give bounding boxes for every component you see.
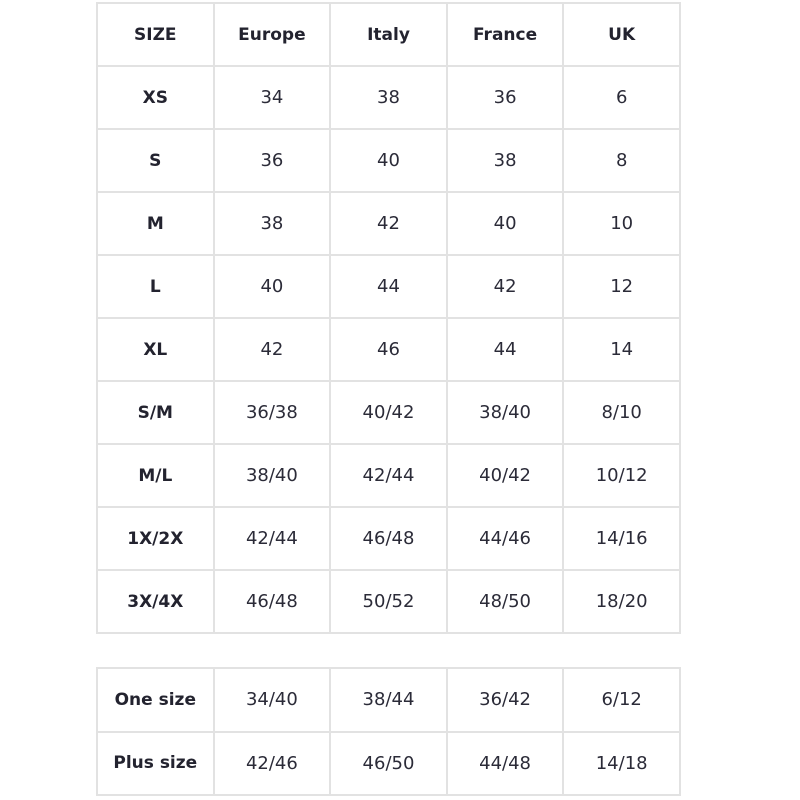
size-label-cell: 1X/2X — [96, 506, 215, 571]
size-value-cell: 12 — [562, 254, 681, 319]
table-row: One size 34/40 38/44 36/42 6/12 — [96, 667, 681, 733]
column-header: Italy — [329, 2, 448, 67]
size-value-cell: 46 — [329, 317, 448, 382]
size-value-cell: 40 — [212, 254, 332, 319]
size-value-cell: 44 — [329, 254, 448, 319]
size-value-cell: 36/42 — [445, 667, 565, 733]
column-header: SIZE — [96, 2, 215, 67]
size-value-cell: 46/48 — [212, 569, 332, 634]
size-value-cell: 40/42 — [329, 380, 448, 445]
size-value-cell: 44/46 — [445, 506, 565, 571]
table-row: 1X/2X 42/44 46/48 44/46 14/16 — [96, 506, 681, 571]
size-value-cell: 36 — [445, 65, 565, 130]
size-label-cell: L — [96, 254, 215, 319]
table-row: M/L 38/40 42/44 40/42 10/12 — [96, 443, 681, 508]
size-value-cell: 38 — [212, 191, 332, 256]
size-label-cell: M — [96, 191, 215, 256]
table-row: Plus size 42/46 46/50 44/48 14/18 — [96, 730, 681, 796]
special-size-table: One size 34/40 38/44 36/42 6/12 Plus size 42/4… — [96, 667, 681, 796]
size-label-cell: S — [96, 128, 215, 193]
size-value-cell: 38/44 — [329, 667, 448, 733]
size-value-cell: 6 — [562, 65, 681, 130]
size-value-cell: 18/20 — [562, 569, 681, 634]
size-value-cell: 42/46 — [212, 730, 332, 796]
size-label-cell: XL — [96, 317, 215, 382]
size-value-cell: 42 — [212, 317, 332, 382]
column-header: UK — [562, 2, 681, 67]
table-row: S 36 40 38 8 — [96, 128, 681, 193]
size-value-cell: 46/48 — [329, 506, 448, 571]
size-value-cell: 40 — [329, 128, 448, 193]
column-header: Europe — [212, 2, 332, 67]
size-value-cell: 8/10 — [562, 380, 681, 445]
size-value-cell: 8 — [562, 128, 681, 193]
table-row: XS 34 38 36 6 — [96, 65, 681, 130]
size-value-cell: 10/12 — [562, 443, 681, 508]
size-value-cell: 34 — [212, 65, 332, 130]
size-label-cell: M/L — [96, 443, 215, 508]
size-chart-table: SIZE Europe Italy France UK XS 34 38 36 6 S 36 40 38 8… — [96, 2, 681, 634]
table-row: S/M 36/38 40/42 38/40 8/10 — [96, 380, 681, 445]
size-value-cell: 42 — [329, 191, 448, 256]
size-value-cell: 48/50 — [445, 569, 565, 634]
size-value-cell: 50/52 — [329, 569, 448, 634]
table-row: M 38 42 40 10 — [96, 191, 681, 256]
size-value-cell: 44 — [445, 317, 565, 382]
size-value-cell: 36/38 — [212, 380, 332, 445]
size-value-cell: 38/40 — [445, 380, 565, 445]
table-row: L 40 44 42 12 — [96, 254, 681, 319]
size-value-cell: 34/40 — [212, 667, 332, 733]
size-label-cell: XS — [96, 65, 215, 130]
header-row: SIZE Europe Italy France UK — [96, 2, 681, 67]
size-value-cell: 14/16 — [562, 506, 681, 571]
size-label-cell: 3X/4X — [96, 569, 215, 634]
size-value-cell: 38 — [329, 65, 448, 130]
size-value-cell: 36 — [212, 128, 332, 193]
size-value-cell: 10 — [562, 191, 681, 256]
size-value-cell: 42/44 — [212, 506, 332, 571]
size-value-cell: 40 — [445, 191, 565, 256]
column-header: France — [445, 2, 565, 67]
size-value-cell: 42/44 — [329, 443, 448, 508]
size-value-cell: 46/50 — [329, 730, 448, 796]
size-label-cell: One size — [96, 667, 215, 733]
size-value-cell: 38/40 — [212, 443, 332, 508]
size-value-cell: 14 — [562, 317, 681, 382]
size-value-cell: 44/48 — [445, 730, 565, 796]
table-row: XL 42 46 44 14 — [96, 317, 681, 382]
size-value-cell: 38 — [445, 128, 565, 193]
size-label-cell: Plus size — [96, 730, 215, 796]
size-value-cell: 40/42 — [445, 443, 565, 508]
table-row: 3X/4X 46/48 50/52 48/50 18/20 — [96, 569, 681, 634]
size-value-cell: 14/18 — [562, 730, 681, 796]
size-value-cell: 6/12 — [562, 667, 681, 733]
size-label-cell: S/M — [96, 380, 215, 445]
size-value-cell: 42 — [445, 254, 565, 319]
